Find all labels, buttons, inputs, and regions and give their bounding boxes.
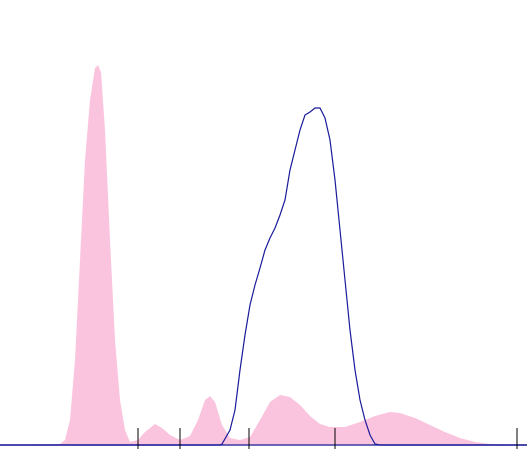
density-line	[0, 107, 527, 446]
density-area	[0, 65, 527, 445]
